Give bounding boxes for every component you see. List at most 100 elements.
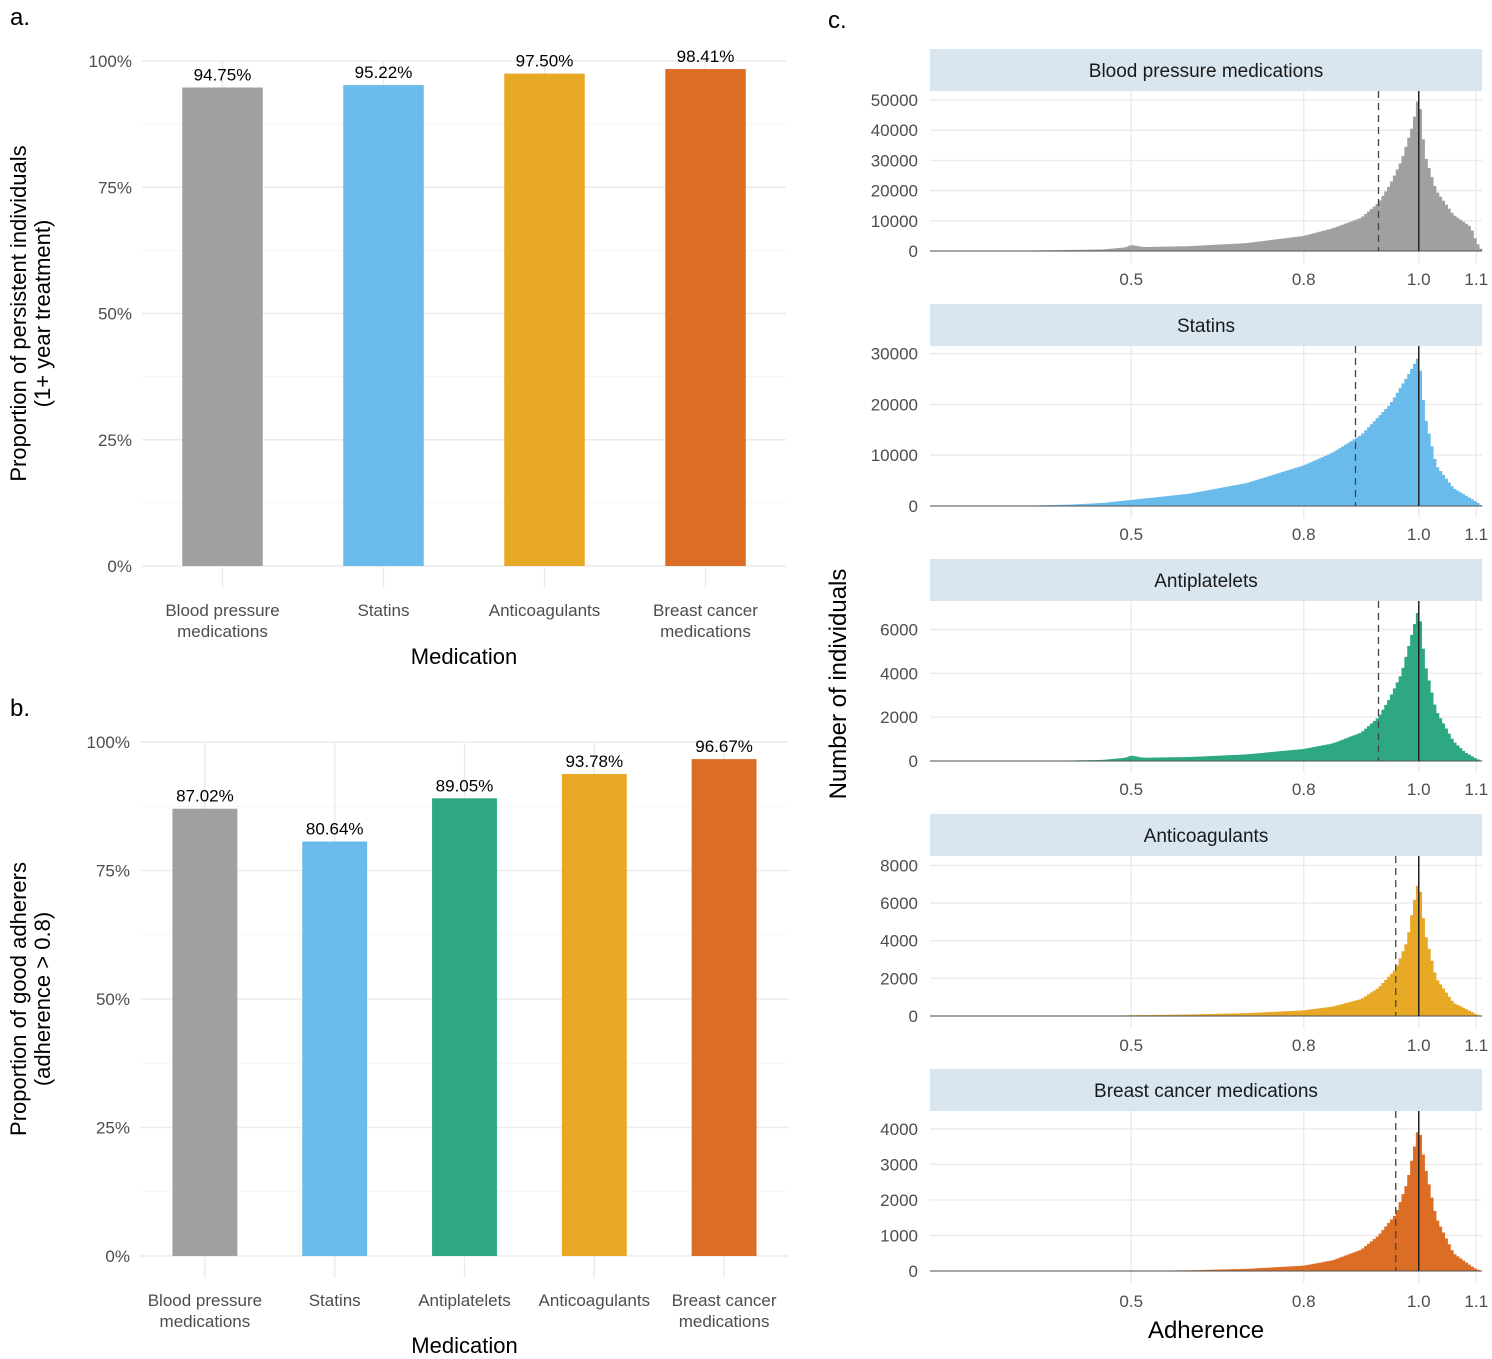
histogram-bin	[1180, 246, 1184, 251]
histogram-bin	[1341, 1003, 1345, 1016]
histogram-bin	[1217, 244, 1221, 251]
histogram-bin	[1364, 996, 1368, 1016]
histogram-bin	[1438, 718, 1443, 761]
histogram-bin	[1162, 757, 1167, 761]
bar-value-label: 95.22%	[355, 63, 413, 82]
x-tick-label: 0.8	[1292, 270, 1316, 289]
histogram-bin	[1203, 245, 1207, 251]
y-tick-label: 3000	[880, 1155, 918, 1174]
histogram-bin	[1200, 245, 1204, 251]
histogram-bin	[1430, 692, 1434, 761]
histogram-bin	[1476, 759, 1480, 761]
histogram-bin	[1392, 1215, 1397, 1271]
histogram-bin	[1450, 738, 1454, 761]
histogram-bin	[1398, 1202, 1402, 1271]
histogram-bin	[1476, 1269, 1480, 1271]
histogram-bin	[1415, 358, 1420, 506]
histogram-bin	[1303, 748, 1308, 761]
histogram-bin	[1076, 504, 1080, 506]
histogram-bin	[1441, 200, 1446, 251]
histogram-bin	[1191, 1014, 1195, 1016]
histogram-bin	[1367, 211, 1371, 251]
histogram-bin	[1312, 1009, 1316, 1016]
histogram-bin	[1433, 459, 1437, 506]
histogram-bin	[1401, 383, 1405, 506]
y-tick-label: 8000	[880, 856, 918, 875]
histogram-bin	[1183, 1014, 1187, 1016]
histogram-bin	[1154, 497, 1158, 506]
histogram-bin	[1318, 1008, 1322, 1016]
x-axis-title: Adherence	[1148, 1317, 1264, 1344]
x-tick-label: 1.0	[1407, 780, 1431, 799]
histogram-bin	[1456, 217, 1460, 251]
histogram-bin	[1349, 736, 1354, 761]
panel-label-b: b.	[10, 695, 30, 722]
histogram-bin	[1479, 504, 1483, 506]
histogram-bin	[1467, 754, 1471, 761]
histogram-bin	[1206, 245, 1210, 251]
x-tick-label: 1.1	[1464, 1036, 1488, 1055]
histogram-bin	[1410, 634, 1414, 761]
histogram-bin	[1427, 948, 1431, 1016]
facet-title: Breast cancer medications	[1094, 1081, 1318, 1102]
x-tick-label: 1.1	[1464, 780, 1488, 799]
x-tick-label: 1.0	[1407, 270, 1431, 289]
histogram-bin	[1220, 1013, 1224, 1016]
histogram-bin	[1453, 215, 1457, 251]
histogram-bin	[1214, 1013, 1218, 1016]
histogram-bin	[1447, 1244, 1451, 1271]
histogram-bin	[1326, 454, 1331, 506]
histogram-bin	[1093, 503, 1098, 506]
histogram-bin	[1318, 745, 1322, 761]
histogram-bin	[1174, 757, 1178, 761]
histogram-bin	[1217, 488, 1221, 506]
histogram-bin	[1395, 1210, 1400, 1271]
histogram-bin	[1470, 1012, 1474, 1016]
histogram-bin	[1410, 1160, 1414, 1271]
histogram-bin	[1300, 1010, 1305, 1016]
histogram-bin	[1085, 249, 1089, 251]
histogram-bin	[1467, 1264, 1471, 1271]
histogram-bin	[1323, 1261, 1328, 1271]
histogram-bin	[1349, 1253, 1354, 1271]
histogram-bin	[1243, 1268, 1247, 1271]
histogram-bin	[1410, 915, 1414, 1016]
histogram-bin	[1456, 490, 1460, 506]
histogram-bin	[1185, 757, 1190, 761]
histogram-bin	[1344, 444, 1348, 506]
histogram-bin	[1450, 1250, 1454, 1271]
histogram-bin	[1269, 475, 1273, 506]
y-axis-title: Proportion of good adherers(adherence > …	[6, 862, 55, 1136]
x-tick-label: 0.8	[1292, 1036, 1316, 1055]
histogram-bin	[1206, 490, 1210, 506]
histogram-bin	[1461, 221, 1466, 251]
histogram-bin	[1128, 245, 1132, 251]
histogram-bin	[1252, 753, 1256, 761]
histogram-bin	[1338, 225, 1342, 251]
histogram-bin	[1174, 246, 1178, 251]
y-axis-title: Number of individuals	[825, 569, 852, 800]
bar	[432, 798, 497, 1256]
histogram-bin	[1338, 448, 1342, 506]
histogram-bin	[1200, 1014, 1204, 1016]
histogram-bin	[1407, 645, 1411, 761]
x-axis-title: Medication	[411, 1333, 517, 1358]
histogram-bin	[1476, 244, 1480, 251]
histogram-bin	[1344, 738, 1348, 761]
histogram-bin	[1237, 1013, 1241, 1016]
histogram-bin	[1203, 756, 1207, 761]
histogram-bin	[1165, 496, 1170, 506]
histogram-bin	[1220, 1269, 1224, 1271]
histogram-bin	[1249, 242, 1253, 251]
histogram-bin	[1145, 498, 1149, 506]
histogram-bin	[1188, 246, 1193, 251]
histogram-bin	[1395, 965, 1400, 1016]
y-tick-label: 100%	[87, 733, 130, 752]
histogram-bin	[1473, 757, 1477, 761]
x-tick-label: Anticoagulants	[539, 1291, 651, 1310]
histogram-bin	[1177, 1014, 1181, 1016]
y-tick-label: 30000	[871, 151, 918, 170]
y-tick-label: 50%	[96, 990, 130, 1009]
histogram-bin	[1427, 433, 1431, 506]
histogram-bin	[1154, 1014, 1158, 1016]
